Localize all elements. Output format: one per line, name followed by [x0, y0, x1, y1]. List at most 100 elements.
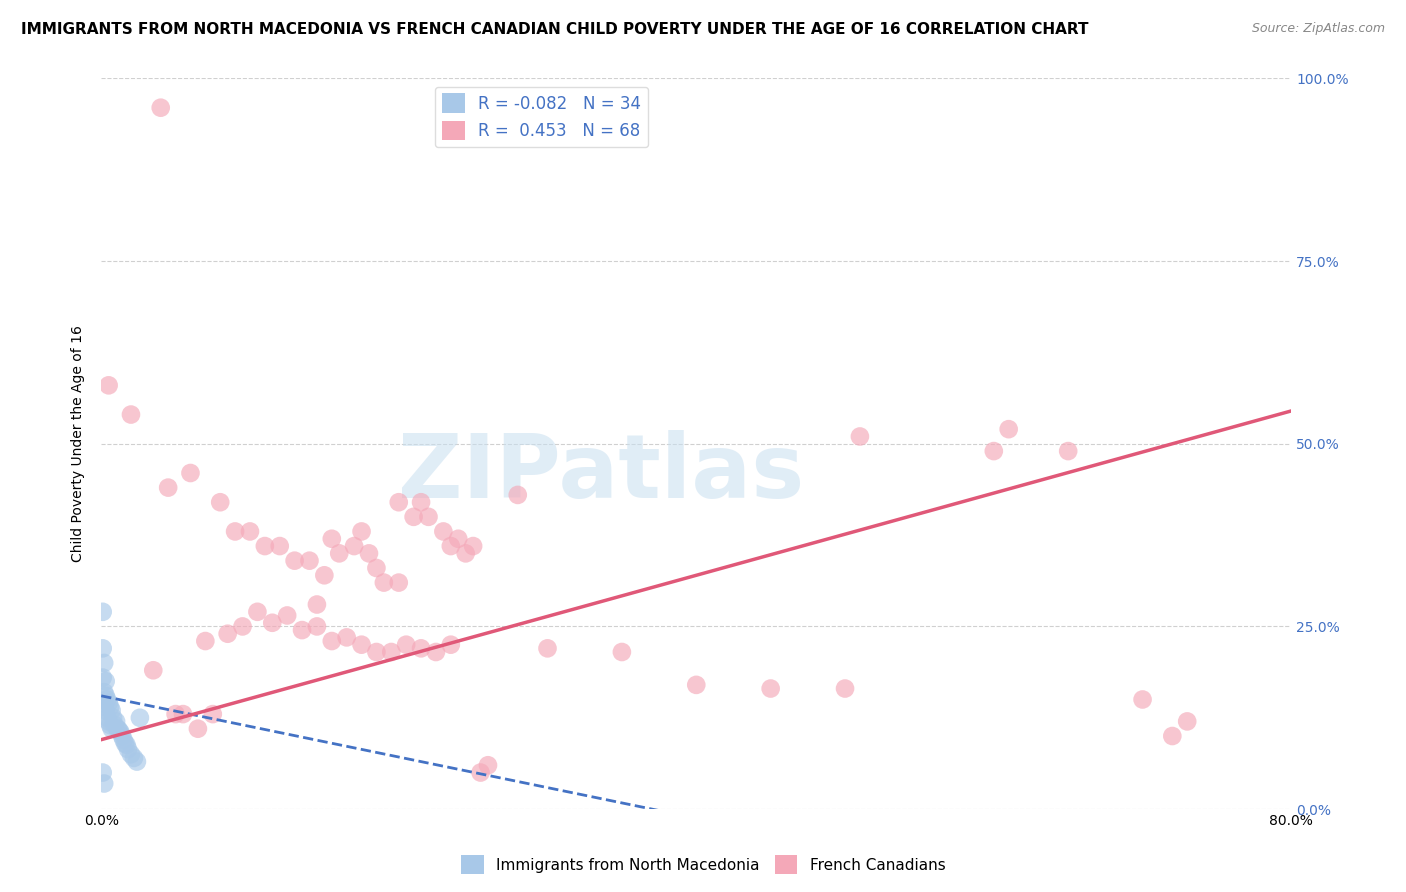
Point: [506, 488, 529, 502]
Point: [128, 711, 150, 725]
Point: [321, 634, 343, 648]
Point: [1175, 714, 1198, 729]
Point: [440, 638, 463, 652]
Point: [172, 707, 194, 722]
Point: [104, 718, 127, 732]
Text: ZIPatlas: ZIPatlas: [398, 430, 804, 516]
Point: [93, 656, 115, 670]
Point: [997, 422, 1019, 436]
Point: [1132, 692, 1154, 706]
Point: [110, 725, 132, 739]
Point: [685, 678, 707, 692]
Point: [246, 605, 269, 619]
Point: [409, 495, 432, 509]
Point: [262, 615, 284, 630]
Point: [834, 681, 856, 696]
Point: [239, 524, 262, 539]
Point: [194, 634, 217, 648]
Point: [463, 539, 485, 553]
Point: [343, 539, 366, 553]
Point: [350, 524, 373, 539]
Point: [298, 554, 321, 568]
Point: [93, 685, 115, 699]
Point: [321, 532, 343, 546]
Point: [284, 554, 307, 568]
Point: [120, 408, 142, 422]
Point: [122, 751, 145, 765]
Point: [98, 718, 121, 732]
Point: [93, 776, 115, 790]
Text: IMMIGRANTS FROM NORTH MACEDONIA VS FRENCH CANADIAN CHILD POVERTY UNDER THE AGE O: IMMIGRANTS FROM NORTH MACEDONIA VS FRENC…: [21, 22, 1088, 37]
Point: [96, 711, 118, 725]
Point: [232, 619, 254, 633]
Point: [94, 674, 117, 689]
Point: [454, 546, 477, 560]
Point: [224, 524, 246, 539]
Point: [165, 707, 187, 722]
Point: [983, 444, 1005, 458]
Text: Source: ZipAtlas.com: Source: ZipAtlas.com: [1251, 22, 1385, 36]
Point: [314, 568, 336, 582]
Point: [388, 495, 411, 509]
Legend: R = -0.082   N = 34, R =  0.453   N = 68: R = -0.082 N = 34, R = 0.453 N = 68: [434, 87, 648, 147]
Point: [395, 638, 418, 652]
Point: [209, 495, 232, 509]
Point: [98, 699, 121, 714]
Point: [536, 641, 558, 656]
Point: [373, 575, 395, 590]
Point: [201, 707, 224, 722]
Point: [477, 758, 499, 772]
Point: [328, 546, 350, 560]
Point: [112, 732, 135, 747]
Legend: Immigrants from North Macedonia, French Canadians: Immigrants from North Macedonia, French …: [454, 849, 952, 880]
Point: [418, 509, 440, 524]
Point: [350, 638, 373, 652]
Point: [253, 539, 276, 553]
Point: [111, 729, 134, 743]
Point: [105, 714, 128, 729]
Point: [366, 645, 388, 659]
Point: [91, 641, 114, 656]
Point: [1161, 729, 1184, 743]
Point: [388, 575, 411, 590]
Point: [115, 738, 138, 752]
Point: [108, 723, 131, 738]
Point: [217, 626, 239, 640]
Point: [380, 645, 402, 659]
Point: [117, 742, 139, 756]
Point: [142, 663, 165, 677]
Point: [366, 561, 388, 575]
Point: [402, 509, 425, 524]
Point: [440, 539, 463, 553]
Point: [187, 722, 209, 736]
Point: [470, 765, 492, 780]
Point: [1057, 444, 1080, 458]
Point: [97, 696, 120, 710]
Point: [100, 722, 122, 736]
Point: [409, 641, 432, 656]
Point: [97, 714, 120, 729]
Point: [336, 631, 359, 645]
Point: [94, 689, 117, 703]
Point: [759, 681, 782, 696]
Point: [120, 747, 142, 762]
Point: [96, 692, 118, 706]
Point: [100, 703, 122, 717]
Y-axis label: Child Poverty Under the Age of 16: Child Poverty Under the Age of 16: [72, 326, 86, 562]
Point: [179, 466, 201, 480]
Point: [91, 765, 114, 780]
Point: [305, 619, 328, 633]
Point: [305, 598, 328, 612]
Point: [149, 101, 172, 115]
Point: [157, 481, 180, 495]
Point: [425, 645, 447, 659]
Point: [276, 608, 298, 623]
Point: [97, 378, 120, 392]
Point: [849, 429, 872, 443]
Point: [357, 546, 380, 560]
Point: [114, 736, 136, 750]
Point: [93, 699, 115, 714]
Point: [291, 623, 314, 637]
Point: [101, 711, 124, 725]
Point: [107, 722, 129, 736]
